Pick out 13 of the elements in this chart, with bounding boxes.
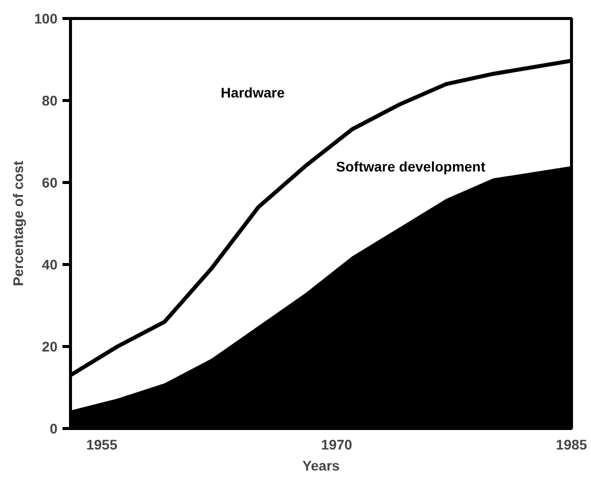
y-tick-label: 20 xyxy=(42,338,58,354)
x-tick-label: 1970 xyxy=(321,436,352,452)
x-tick-label: 1985 xyxy=(556,436,588,452)
y-tick-label: 40 xyxy=(42,256,58,272)
annotation: Software development xyxy=(336,158,486,174)
annotation: Hardware xyxy=(220,84,285,100)
y-tick-label: 100 xyxy=(34,10,58,26)
y-axis-title: Percentage of cost xyxy=(10,160,26,286)
y-tick-label: 0 xyxy=(50,420,58,436)
x-axis-title: Years xyxy=(302,458,340,474)
y-tick-label: 60 xyxy=(42,174,58,190)
x-tick-label: 1955 xyxy=(86,436,118,452)
y-tick-label: 80 xyxy=(42,92,58,108)
